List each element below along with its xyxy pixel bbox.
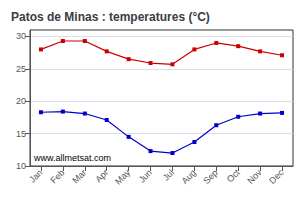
- svg-text:Nov: Nov: [245, 167, 264, 186]
- svg-text:Aug: Aug: [180, 167, 198, 185]
- svg-text:Sep: Sep: [201, 167, 219, 185]
- svg-text:www.allmetsat.com: www.allmetsat.com: [33, 153, 111, 163]
- svg-text:Jul: Jul: [161, 167, 176, 182]
- svg-text:25: 25: [16, 64, 26, 74]
- svg-text:20: 20: [16, 96, 26, 106]
- svg-text:30: 30: [16, 31, 26, 41]
- svg-text:Oct: Oct: [225, 167, 242, 184]
- svg-text:Mar: Mar: [70, 167, 88, 185]
- svg-text:Jan: Jan: [27, 167, 44, 184]
- svg-text:10: 10: [16, 161, 26, 171]
- svg-text:May: May: [113, 167, 132, 186]
- svg-text:15: 15: [16, 129, 26, 139]
- svg-text:Feb: Feb: [48, 167, 66, 185]
- svg-text:Dec: Dec: [267, 167, 286, 186]
- svg-text:Jun: Jun: [137, 167, 154, 184]
- svg-text:Apr: Apr: [93, 167, 110, 184]
- svg-text:Patos de Minas : temperatures: Patos de Minas : temperatures (°C): [11, 10, 210, 24]
